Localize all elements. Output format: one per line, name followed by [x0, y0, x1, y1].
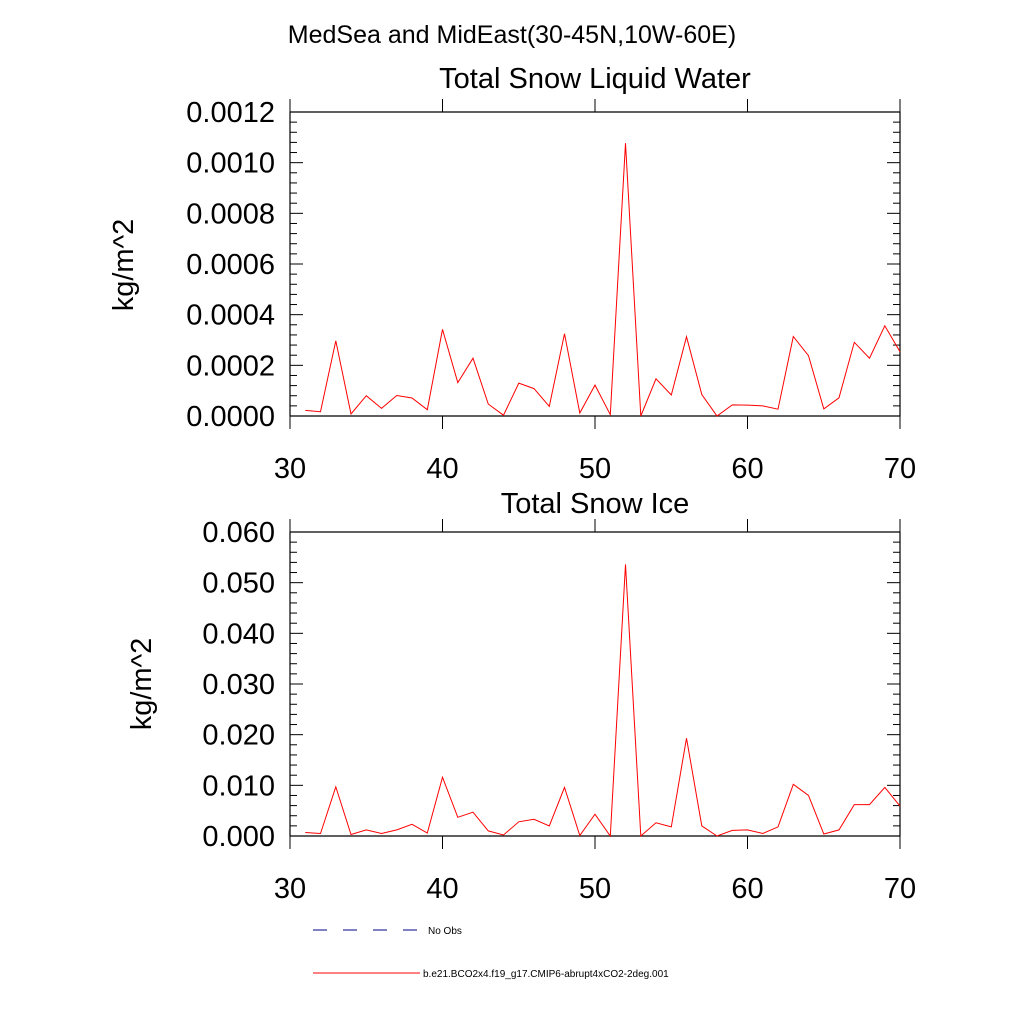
x-tick-label: 60 [731, 453, 763, 485]
y-tick-label: 0.0006 [186, 249, 275, 281]
series-line-0 [305, 564, 901, 838]
figure-title: MedSea and MidEast(30-45N,10W-60E) [288, 21, 736, 49]
legend: No Obs b.e21.BCO2x4.f19_g17.CMIP6-abrupt… [313, 926, 669, 980]
x-tick-label: 70 [884, 873, 916, 905]
y-tick-label: 0.000 [202, 821, 275, 853]
x-tick-label: 40 [426, 453, 458, 485]
x-tick-label: 50 [579, 453, 611, 485]
y-tick-label: 0.0008 [186, 198, 275, 230]
x-tick-label: 40 [426, 873, 458, 905]
panel-snow-liquid-water: Total Snow Liquid Water kg/m^2 30 40 50 60 7… [108, 63, 916, 485]
y-axis-label: kg/m^2 [126, 638, 158, 731]
y-tick-label: 0.0010 [186, 148, 275, 180]
x-tick-label: 70 [884, 453, 916, 485]
y-tick-label: 0.020 [202, 720, 275, 752]
y-tick-label: 0.0002 [186, 350, 275, 382]
y-tick-label: 0.030 [202, 669, 275, 701]
panel-title: Total Snow Ice [501, 488, 690, 520]
legend-obs-label: No Obs [428, 926, 462, 937]
y-tick-label: 0.0004 [186, 300, 275, 332]
series-line-0 [305, 143, 901, 417]
x-tick-label: 50 [579, 873, 611, 905]
y-tick-label: 0.010 [202, 770, 275, 802]
y-tick-label: 0.0012 [186, 97, 275, 129]
x-tick-label: 30 [274, 873, 306, 905]
x-tick-label: 30 [274, 453, 306, 485]
legend-model-label: b.e21.BCO2x4.f19_g17.CMIP6-abrupt4xCO2-2… [423, 969, 669, 980]
panel-title: Total Snow Liquid Water [439, 63, 751, 95]
y-tick-label: 0.040 [202, 618, 275, 650]
panel-snow-ice: Total Snow Ice kg/m^2 30 40 50 60 70 0.000 0.0… [126, 488, 916, 905]
y-tick-label: 0.0000 [186, 401, 275, 433]
y-tick-label: 0.050 [202, 568, 275, 600]
x-tick-label: 60 [731, 873, 763, 905]
y-tick-label: 0.060 [202, 517, 275, 549]
y-axis-label: kg/m^2 [108, 219, 140, 312]
